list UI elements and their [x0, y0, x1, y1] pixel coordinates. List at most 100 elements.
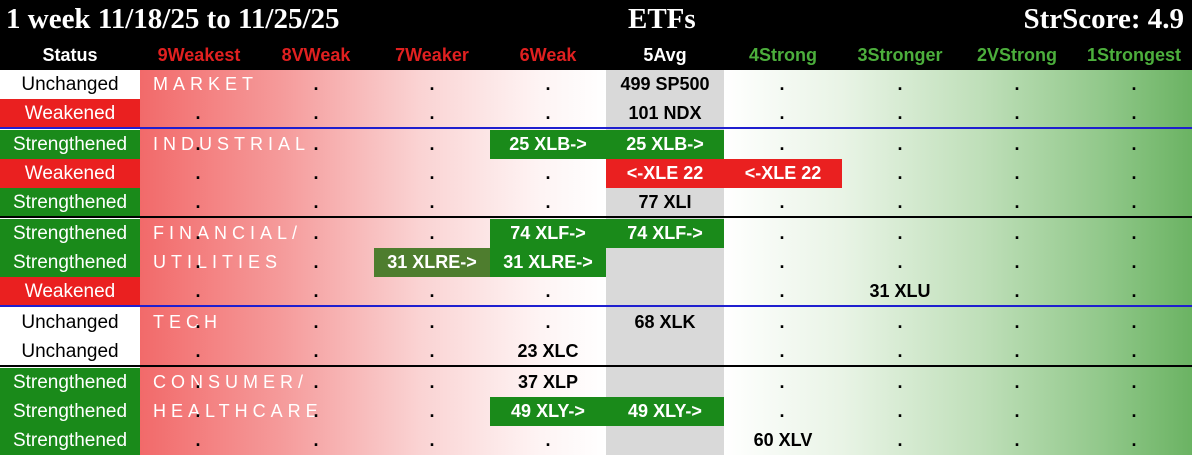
empty-cell-dot: .	[1014, 134, 1020, 154]
ticker-xlb-to: 25 XLB->	[606, 130, 724, 159]
empty-cell-dot: .	[1131, 281, 1137, 301]
empty-cell-dot: .	[897, 252, 903, 272]
empty-cell-dot: .	[779, 74, 785, 94]
header-7weaker: 7Weaker	[395, 45, 469, 65]
ticker-xlre-to: 31 XLRE->	[490, 248, 606, 277]
empty-cell-dot: .	[1014, 252, 1020, 272]
header-status: Status	[42, 45, 98, 65]
row-status: Strengthened	[0, 219, 140, 248]
empty-cell-dot: .	[313, 252, 319, 272]
empty-cell-dot: .	[195, 223, 201, 243]
empty-cell-dot: .	[897, 74, 903, 94]
header-3stronger: 3Stronger	[857, 45, 943, 65]
empty-cell-dot: .	[1131, 252, 1137, 272]
ticker-xly-to: 49 XLY->	[606, 397, 724, 426]
empty-cell-dot: .	[779, 281, 785, 301]
empty-cell-dot: .	[429, 192, 435, 212]
empty-cell-dot: .	[429, 103, 435, 123]
section-label-consumer: CONSUMER/	[153, 372, 309, 392]
empty-cell-dot: .	[195, 103, 201, 123]
empty-cell-dot: .	[195, 134, 201, 154]
empty-cell-dot: .	[1014, 372, 1020, 392]
empty-cell-dot: .	[1131, 163, 1137, 183]
empty-cell-dot: .	[897, 430, 903, 450]
empty-cell-dot: .	[313, 341, 319, 361]
empty-cell-dot: .	[313, 192, 319, 212]
header-6weak: 6Weak	[519, 45, 577, 65]
strong-zone-background	[724, 70, 1192, 455]
section-separator	[0, 365, 1192, 367]
section-label-industrial: INDUSTRIAL	[153, 134, 311, 154]
empty-cell-dot: .	[897, 341, 903, 361]
ticker-xlv: 60 XLV	[753, 430, 813, 450]
section-label-utilities: UTILITIES	[153, 252, 283, 272]
column-header-row: Status 9Weakest 8VWeak 7Weaker 6Weak 5Av…	[0, 41, 1192, 70]
header-8vweak: 8VWeak	[281, 45, 351, 65]
empty-cell-dot: .	[1131, 401, 1137, 421]
empty-cell-dot: .	[1014, 341, 1020, 361]
empty-cell-dot: .	[1131, 223, 1137, 243]
empty-cell-dot: .	[1014, 312, 1020, 332]
section-separator	[0, 305, 1192, 307]
empty-cell-dot: .	[313, 74, 319, 94]
asset-class-title: ETFs	[628, 3, 696, 35]
empty-cell-dot: .	[429, 134, 435, 154]
ticker-xlb-from: 25 XLB->	[490, 130, 606, 159]
empty-cell-dot: .	[545, 312, 551, 332]
row-status: Weakened	[0, 99, 140, 128]
empty-cell-dot: .	[195, 252, 201, 272]
row-status: Strengthened	[0, 188, 140, 217]
empty-cell-dot: .	[897, 372, 903, 392]
empty-cell-dot: .	[195, 312, 201, 332]
header-9weakest: 9Weakest	[157, 45, 241, 65]
empty-cell-dot: .	[429, 341, 435, 361]
empty-cell-dot: .	[429, 312, 435, 332]
ticker-xle-from: <-XLE 22	[724, 159, 842, 188]
empty-cell-dot: .	[195, 341, 201, 361]
section-label-financial: FINANCIAL/	[153, 223, 303, 243]
empty-cell-dot: .	[313, 223, 319, 243]
empty-cell-dot: .	[313, 372, 319, 392]
ticker-xlu: 31 XLU	[869, 281, 931, 301]
empty-cell-dot: .	[897, 134, 903, 154]
empty-cell-dot: .	[1014, 74, 1020, 94]
empty-cell-dot: .	[429, 223, 435, 243]
empty-cell-dot: .	[897, 401, 903, 421]
empty-cell-dot: .	[1014, 430, 1020, 450]
empty-cell-dot: .	[313, 163, 319, 183]
ticker-xli: 77 XLI	[638, 192, 692, 212]
empty-cell-dot: .	[429, 372, 435, 392]
row-status: Unchanged	[0, 308, 140, 337]
row-status: Strengthened	[0, 248, 140, 277]
empty-cell-dot: .	[429, 430, 435, 450]
row-status: Unchanged	[0, 70, 140, 99]
empty-cell-dot: .	[779, 103, 785, 123]
empty-cell-dot: .	[195, 372, 201, 392]
empty-cell-dot: .	[313, 312, 319, 332]
empty-cell-dot: .	[1014, 223, 1020, 243]
section-label-healthcare: HEALTHCARE	[153, 401, 323, 421]
empty-cell-dot: .	[545, 192, 551, 212]
empty-cell-dot: .	[1131, 430, 1137, 450]
empty-cell-dot: .	[1014, 192, 1020, 212]
empty-cell-dot: .	[897, 103, 903, 123]
empty-cell-dot: .	[779, 341, 785, 361]
header-1strongest: 1Strongest	[1086, 45, 1182, 65]
ticker-xlre-from: 31 XLRE->	[374, 248, 490, 277]
row-status: Strengthened	[0, 368, 140, 397]
empty-cell-dot: .	[779, 401, 785, 421]
ticker-xlc: 23 XLC	[517, 341, 579, 361]
empty-cell-dot: .	[429, 74, 435, 94]
empty-cell-dot: .	[1131, 341, 1137, 361]
empty-cell-dot: .	[429, 281, 435, 301]
empty-cell-dot: .	[195, 192, 201, 212]
empty-cell-dot: .	[429, 401, 435, 421]
empty-cell-dot: .	[429, 163, 435, 183]
empty-cell-dot: .	[1014, 163, 1020, 183]
ticker-sp500: 499 SP500	[620, 74, 710, 94]
section-label-market: MARKET	[153, 74, 259, 94]
empty-cell-dot: .	[195, 401, 201, 421]
strength-score: StrScore: 4.9	[1023, 3, 1184, 35]
empty-cell-dot: .	[313, 103, 319, 123]
